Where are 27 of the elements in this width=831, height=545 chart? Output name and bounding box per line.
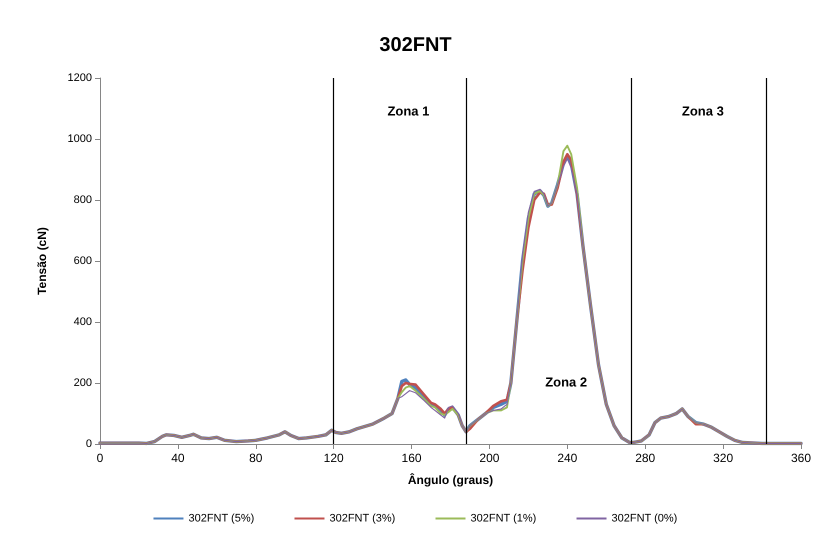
y-axis-title: Tensão (cN) — [35, 227, 49, 295]
annotation: Zona 1 — [387, 103, 430, 118]
y-tick-label: 1000 — [68, 133, 92, 145]
x-tick-label: 0 — [96, 451, 104, 465]
annotation: Zona 3 — [682, 103, 724, 118]
x-tick-label: 320 — [713, 451, 734, 465]
legend-label: 302FNT (5%) — [188, 512, 254, 524]
annotation: Zona 2 — [545, 374, 588, 390]
y-tick-label: 0 — [86, 438, 92, 450]
x-tick-label: 80 — [249, 451, 263, 465]
x-tick-label: 40 — [171, 451, 185, 465]
x-tick-label: 200 — [479, 451, 500, 465]
y-tick-label: 600 — [74, 255, 92, 267]
x-tick-label: 280 — [635, 451, 656, 465]
legend-label: 302FNT (3%) — [329, 512, 396, 524]
legend-label: 302FNT (1%) — [470, 512, 536, 524]
y-tick-label: 1200 — [68, 72, 92, 84]
x-tick-label: 240 — [557, 451, 578, 465]
x-tick-label: 360 — [790, 451, 812, 465]
x-tick-label: 120 — [324, 451, 344, 465]
x-tick-label: 160 — [402, 451, 422, 465]
x-axis-title: Ângulo (graus) — [408, 473, 494, 487]
y-tick-label: 400 — [74, 316, 92, 328]
y-tick-label: 800 — [74, 194, 92, 206]
chart-title: 302FNT — [379, 34, 452, 56]
legend-label: 302FNT (0%) — [612, 512, 678, 524]
y-tick-label: 200 — [74, 377, 92, 389]
